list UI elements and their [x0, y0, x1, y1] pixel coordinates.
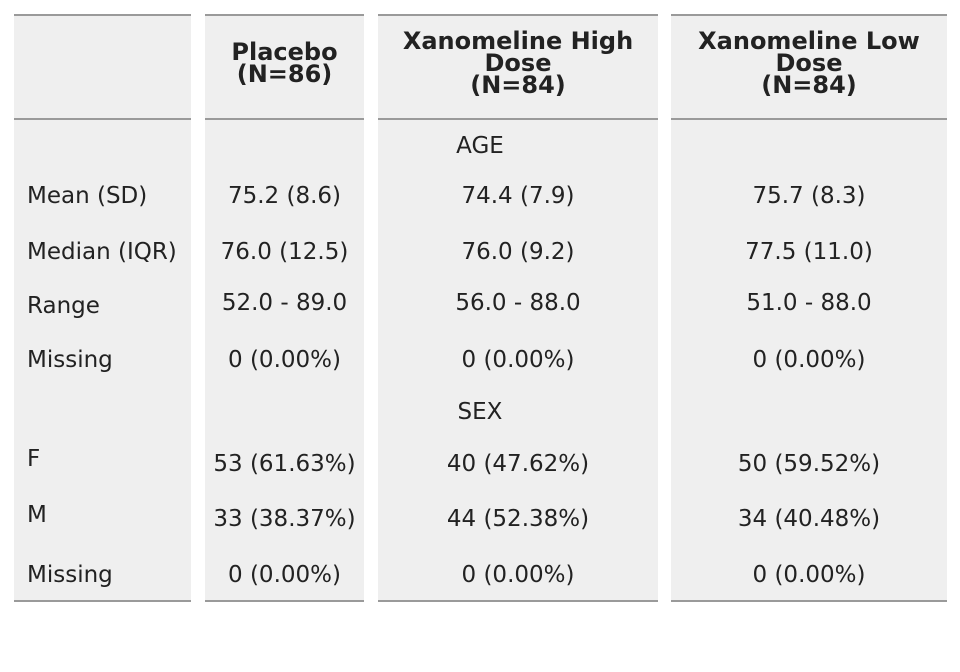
table-cell: 77.5 (11.0) — [745, 239, 873, 265]
header-rule — [205, 118, 364, 120]
section-title-age: AGE — [456, 133, 504, 159]
row-label: Mean (SD) — [27, 183, 148, 209]
header-rule — [14, 118, 191, 120]
header-line: (N=86) — [236, 60, 333, 88]
table-cell: 40 (47.62%) — [446, 451, 590, 477]
row-label: M — [27, 502, 47, 528]
row-label: F — [27, 446, 41, 472]
table-cell: 76.0 (9.2) — [461, 239, 575, 265]
header-line: Dose — [484, 49, 552, 77]
table-cell: 0 (0.00%) — [461, 347, 575, 373]
table-cell: 0 (0.00%) — [752, 347, 866, 373]
section-title-sex: SEX — [457, 399, 503, 425]
table-cell: 50 (59.52%) — [737, 451, 881, 477]
table-cell: 34 (40.48%) — [737, 506, 881, 532]
table-cell: 0 (0.00%) — [228, 347, 341, 373]
table-cell: 0 (0.00%) — [461, 562, 575, 588]
table-cell: 0 (0.00%) — [228, 562, 341, 588]
table-cell: 76.0 (12.5) — [220, 239, 349, 265]
high-dose-column — [378, 14, 658, 602]
header-placebo: Placebo (N=86) — [205, 38, 364, 88]
row-label: Range — [27, 293, 100, 319]
table-cell: 44 (52.38%) — [446, 506, 590, 532]
row-label: Missing — [27, 562, 113, 588]
header-high-dose: Xanomeline High Dose (N=84) — [378, 27, 658, 99]
header-line: (N=84) — [761, 71, 857, 99]
table-cell: 74.4 (7.9) — [461, 183, 575, 209]
header-line: Placebo — [231, 38, 338, 66]
table-cell: 33 (38.37%) — [213, 506, 356, 532]
table-cell: 53 (61.63%) — [213, 451, 356, 477]
header-rule — [378, 118, 658, 120]
header-line: Xanomeline High — [402, 27, 634, 55]
header-line: (N=84) — [470, 71, 566, 99]
table-cell: 75.2 (8.6) — [227, 183, 342, 209]
table-cell: 52.0 - 89.0 — [221, 290, 348, 316]
label-column — [14, 14, 191, 602]
header-rule — [671, 118, 947, 120]
header-line: Xanomeline Low — [698, 27, 920, 55]
table-cell: 56.0 - 88.0 — [455, 290, 581, 316]
table-cell: 0 (0.00%) — [752, 562, 866, 588]
low-dose-column — [671, 14, 947, 602]
row-label: Median (IQR) — [27, 239, 177, 265]
row-label: Missing — [27, 347, 113, 373]
placebo-column — [205, 14, 364, 602]
table-cell: 51.0 - 88.0 — [746, 290, 872, 316]
header-low-dose: Xanomeline Low Dose (N=84) — [671, 27, 947, 99]
header-line: Dose — [775, 49, 843, 77]
table-cell: 75.7 (8.3) — [752, 183, 866, 209]
